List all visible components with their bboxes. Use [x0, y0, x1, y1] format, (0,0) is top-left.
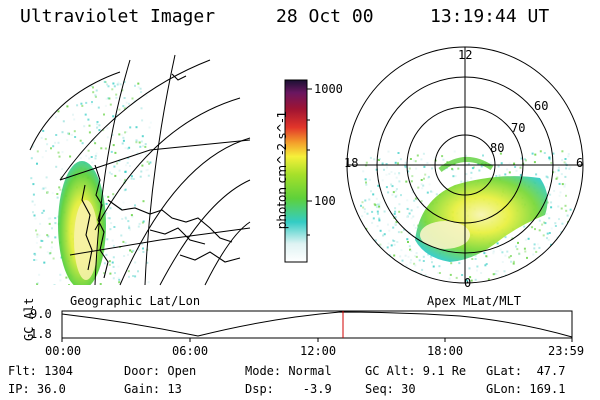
time-label: 13:19:44 UT: [430, 6, 550, 27]
timeline-xtick-0000: 00:00: [45, 344, 82, 358]
timeline-xtick-2359: 23:59: [548, 344, 585, 358]
timeline-frame: [61, 310, 573, 339]
info-gcalt: GC Alt: 9.1 Re: [365, 364, 467, 378]
colorbar: [284, 79, 312, 263]
colorbar-units: photon cm^-2 s^-1: [275, 110, 289, 230]
timeline-ytick-top: 9.0: [30, 307, 52, 321]
mlt-label-0: 0: [464, 276, 472, 290]
earth-limb: [29, 71, 121, 151]
colorbar-scale: [284, 79, 308, 263]
colorbar-label-100: 100: [314, 194, 336, 208]
info-seq: Seq: 30: [365, 382, 416, 396]
timeline-xtick-1200: 12:00: [300, 344, 337, 358]
info-glon: GLon: 169.1: [486, 382, 566, 396]
left-aurora-core: [74, 200, 98, 280]
instrument-title: Ultraviolet Imager: [20, 6, 216, 27]
timeline-xtick-1800: 18:00: [427, 344, 464, 358]
info-flt: Flt: 1304: [8, 364, 74, 378]
timeline-ytick-bottom: 1.8: [30, 327, 52, 341]
info-gain: Gain: 13: [124, 382, 182, 396]
mlt-label-12: 12: [458, 48, 473, 62]
mlt-label-6: 6: [576, 156, 584, 170]
altitude-curve: [61, 311, 573, 338]
date-label: 28 Oct 00: [276, 6, 374, 27]
mlat-label-80: 80: [490, 141, 505, 155]
timeline-xtick-0600: 06:00: [172, 344, 209, 358]
info-door: Door: Open: [124, 364, 197, 378]
geographic-panel: [29, 54, 251, 286]
oval-bright-core: [420, 221, 470, 249]
coastlines: [81, 73, 241, 279]
colorbar-label-1000: 1000: [314, 82, 343, 96]
timeline-ticks: [61, 338, 573, 342]
mlt-radials: [347, 47, 583, 283]
latitude-grid: [59, 59, 251, 286]
info-dsp: Dsp: -3.9: [245, 382, 332, 396]
geographic-caption: Geographic Lat/Lon: [70, 294, 201, 308]
altitude-timeline: [61, 310, 573, 342]
info-glat: GLat: 47.7: [486, 364, 566, 378]
mlat-label-70: 70: [511, 121, 526, 135]
auroral-oval: [415, 176, 548, 262]
apex-caption: Apex MLat/MLT: [427, 294, 521, 308]
info-ip: IP: 36.0: [8, 382, 66, 396]
info-mode: Mode: Normal: [245, 364, 332, 378]
mlat-label-60: 60: [534, 99, 549, 113]
polar-panel: [346, 46, 584, 284]
mlt-label-18: 18: [344, 156, 359, 170]
